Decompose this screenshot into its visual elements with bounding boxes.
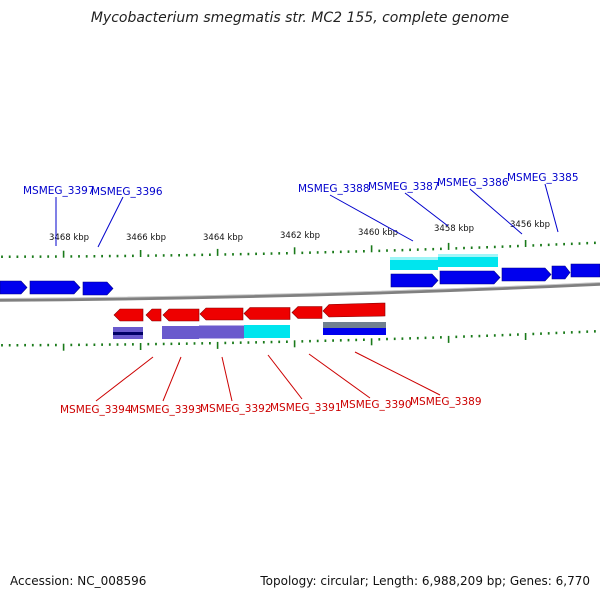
gene-connector: [162, 356, 182, 402]
feature-bar[interactable]: [162, 326, 199, 339]
gene-arrow[interactable]: [113, 308, 144, 322]
gene-connector: [404, 192, 449, 227]
lower-tick-row: [1, 330, 596, 351]
feature-bar[interactable]: [438, 254, 498, 267]
gene-arrow[interactable]: [145, 308, 162, 322]
feature-bar[interactable]: [199, 325, 244, 339]
lower-feature-bars: [113, 322, 386, 339]
kbp-label: 3468 kbp: [49, 233, 89, 243]
gene-connector: [267, 354, 303, 400]
genome-title: Mycobacterium smegmatis str. MC2 155, co…: [90, 10, 510, 26]
feature-bar[interactable]: [244, 325, 290, 338]
gene-connector: [329, 194, 414, 242]
genome-summary: Topology: circular; Length: 6,988,209 bp…: [260, 574, 590, 588]
gene-connector: [95, 356, 154, 402]
gene-label[interactable]: MSMEG_3392: [200, 403, 272, 415]
kbp-label: 3458 kbp: [434, 224, 474, 234]
gene-arrow[interactable]: [29, 280, 81, 295]
gene-label[interactable]: MSMEG_3389: [410, 396, 482, 408]
upper-tick-row: [1, 240, 596, 258]
genome-backbone: [0, 282, 600, 302]
kbp-label: 3464 kbp: [203, 233, 243, 243]
feature-bar[interactable]: [323, 328, 386, 335]
gene-connector: [469, 188, 523, 235]
feature-bar[interactable]: [323, 322, 386, 328]
upper-gene-labels: MSMEG_3397 MSMEG_3396 MSMEG_3388 MSMEG_3…: [23, 172, 579, 198]
gene-label[interactable]: MSMEG_3385: [507, 172, 579, 184]
gene-arrow[interactable]: [439, 270, 501, 285]
kbp-label: 3460 kbp: [358, 228, 398, 238]
gene-label[interactable]: MSMEG_3388: [298, 183, 370, 195]
lower-gene-labels: MSMEG_3394 MSMEG_3393 MSMEG_3392 MSMEG_3…: [60, 396, 482, 416]
kbp-label: 3466 kbp: [126, 233, 166, 243]
kbp-label: 3462 kbp: [280, 231, 320, 241]
gene-label[interactable]: MSMEG_3397: [23, 185, 95, 197]
gene-connector: [544, 183, 559, 233]
gene-arrow[interactable]: [322, 302, 386, 318]
gene-arrow[interactable]: [162, 308, 200, 322]
gene-arrow[interactable]: [82, 281, 114, 296]
lower-gene-connectors: [95, 351, 441, 402]
gene-arrow[interactable]: [551, 265, 571, 280]
feature-bar-highlight: [390, 257, 438, 260]
kbp-label: 3456 kbp: [510, 220, 550, 230]
gene-label[interactable]: MSMEG_3394: [60, 404, 132, 416]
gene-arrow[interactable]: [570, 263, 600, 278]
gene-label[interactable]: MSMEG_3386: [437, 177, 509, 189]
gene-arrow[interactable]: [291, 306, 323, 319]
gene-label[interactable]: MSMEG_3393: [130, 404, 202, 416]
genome-backbone-highlight: [0, 282, 600, 299]
upper-gene-connectors: [55, 183, 559, 248]
accession-label: Accession: NC_008596: [10, 574, 147, 588]
gene-arrow[interactable]: [0, 280, 28, 295]
upper-feature-bars: [390, 254, 498, 270]
gene-arrow[interactable]: [501, 267, 552, 282]
gene-connector: [97, 196, 124, 248]
gene-arrow[interactable]: [243, 307, 291, 320]
gene-arrow[interactable]: [199, 307, 244, 321]
gene-label[interactable]: MSMEG_3396: [91, 186, 163, 198]
gene-label[interactable]: MSMEG_3390: [340, 399, 412, 411]
feature-bar[interactable]: [390, 257, 438, 270]
gene-connector: [308, 353, 371, 399]
gene-arrow[interactable]: [390, 273, 439, 288]
forward-strand-genes: [0, 263, 600, 296]
reverse-strand-genes: [113, 302, 386, 322]
gene-label[interactable]: MSMEG_3387: [368, 181, 440, 193]
gene-connector: [354, 351, 441, 396]
gene-connector: [221, 356, 233, 402]
gene-label[interactable]: MSMEG_3391: [270, 402, 342, 414]
feature-bar-highlight: [438, 254, 498, 257]
feature-bar-stripe: [113, 332, 143, 335]
